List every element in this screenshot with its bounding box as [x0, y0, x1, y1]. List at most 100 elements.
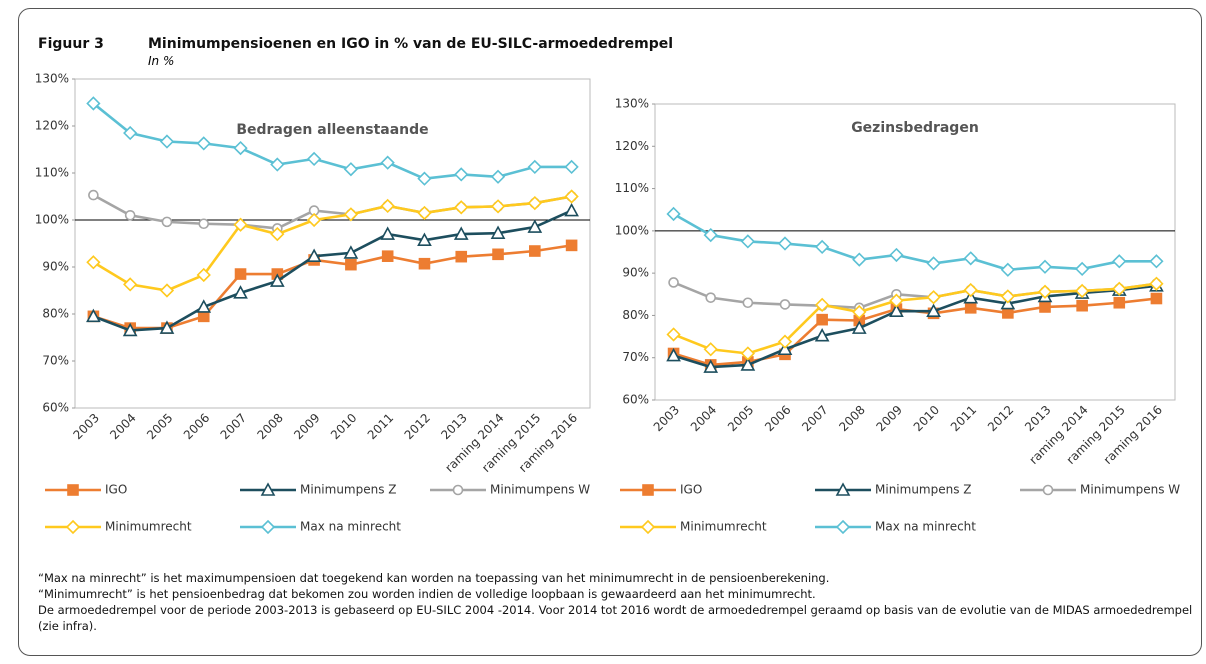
- y-tick-label: 100%: [615, 223, 649, 237]
- marker: [703, 359, 719, 373]
- marker: [527, 219, 543, 233]
- marker: [777, 334, 793, 349]
- figure-label: Figuur 3: [38, 36, 104, 52]
- marker: [1075, 261, 1090, 277]
- marker: [1042, 484, 1054, 496]
- marker: [1149, 254, 1164, 269]
- marker: [889, 293, 904, 308]
- marker: [452, 484, 464, 496]
- marker: [642, 484, 654, 496]
- x-tick-label: 2008: [836, 403, 867, 434]
- marker: [381, 250, 394, 262]
- marker: [343, 162, 359, 177]
- x-tick-label: 2009: [874, 403, 905, 434]
- marker: [835, 519, 851, 535]
- x-tick-label: 2010: [911, 403, 942, 434]
- marker: [306, 212, 322, 228]
- x-tick-label: 2013: [1022, 403, 1053, 434]
- x-tick-label: 2004: [688, 403, 719, 434]
- marker: [852, 252, 867, 267]
- marker: [453, 226, 469, 240]
- marker: [67, 484, 79, 496]
- figure-subtitle: In %: [148, 54, 175, 68]
- marker: [815, 297, 830, 312]
- marker: [740, 346, 755, 361]
- marker: [196, 299, 212, 313]
- marker: [455, 250, 468, 263]
- y-tick-label: 130%: [35, 72, 69, 86]
- marker: [454, 200, 469, 215]
- x-tick-label: 2013: [438, 411, 469, 442]
- marker: [454, 167, 469, 182]
- marker: [417, 205, 432, 221]
- marker: [161, 216, 173, 228]
- x-tick-label: 2005: [144, 411, 175, 442]
- y-tick-label: 120%: [35, 119, 69, 133]
- marker: [666, 327, 681, 342]
- y-tick-label: 60%: [42, 401, 69, 415]
- y-tick-label: 70%: [622, 350, 649, 364]
- marker: [564, 159, 579, 175]
- chart-title: Gezinsbedragen: [851, 120, 979, 136]
- y-tick-label: 110%: [35, 166, 69, 180]
- marker: [260, 482, 276, 496]
- marker: [1037, 284, 1053, 299]
- marker: [889, 303, 904, 317]
- legend-label: IGO: [105, 483, 127, 497]
- chart-title: Bedragen alleenstaande: [236, 122, 428, 138]
- marker: [1075, 283, 1090, 299]
- marker: [269, 273, 285, 287]
- marker: [851, 320, 867, 334]
- marker: [926, 290, 941, 305]
- x-tick-label: 2005: [725, 403, 756, 434]
- x-tick-label: 2003: [70, 411, 101, 442]
- legend-label: Minimumpens Z: [875, 483, 972, 497]
- marker: [779, 299, 791, 310]
- marker: [529, 245, 541, 257]
- y-tick-label: 100%: [35, 213, 69, 227]
- y-tick-label: 80%: [622, 308, 649, 322]
- legend-label: IGO: [680, 483, 702, 497]
- marker: [777, 236, 793, 251]
- marker: [306, 248, 322, 262]
- marker: [345, 258, 357, 271]
- marker: [1037, 259, 1053, 274]
- marker: [816, 313, 828, 326]
- marker: [417, 171, 432, 186]
- marker: [196, 136, 211, 151]
- marker: [1112, 281, 1127, 296]
- notes: “Max na minrecht” is het maximumpensioen…: [38, 570, 1203, 634]
- marker: [124, 210, 136, 221]
- legend-label: Minimumpens W: [1080, 483, 1180, 497]
- marker: [123, 277, 138, 292]
- marker: [666, 347, 681, 362]
- x-tick-label: 2004: [107, 411, 138, 442]
- x-tick-label: 2007: [799, 403, 830, 434]
- marker: [417, 232, 432, 247]
- marker: [270, 157, 285, 172]
- y-tick-label: 60%: [622, 393, 649, 407]
- marker: [1113, 296, 1126, 309]
- marker: [86, 255, 101, 270]
- x-tick-label: 2009: [291, 411, 322, 442]
- marker: [196, 267, 211, 283]
- marker: [418, 257, 431, 270]
- marker: [1039, 301, 1051, 313]
- plot-area: [74, 78, 591, 409]
- marker: [159, 283, 175, 298]
- marker: [564, 189, 579, 204]
- marker: [640, 519, 656, 535]
- note: “Max na minrecht” is het maximumpensioen…: [38, 571, 830, 585]
- y-tick-label: 90%: [622, 266, 649, 280]
- marker: [740, 357, 756, 371]
- x-tick-label: 2003: [651, 403, 682, 434]
- y-tick-label: 70%: [42, 354, 69, 368]
- marker: [490, 199, 506, 214]
- marker: [1149, 276, 1164, 291]
- legend-label: Minimumrecht: [680, 520, 767, 534]
- legend-label: Minimumpens Z: [300, 483, 397, 497]
- x-tick-label: 2007: [218, 411, 249, 442]
- marker: [159, 134, 175, 149]
- marker: [1150, 292, 1163, 305]
- series-line: [92, 209, 573, 332]
